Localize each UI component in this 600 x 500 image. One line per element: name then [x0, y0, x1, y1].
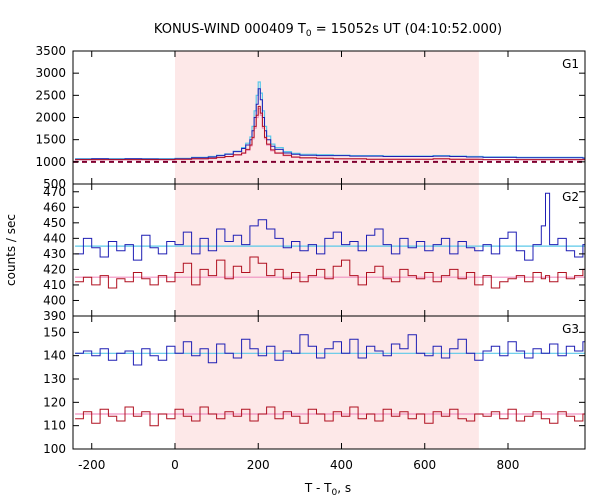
- y-tick-label: 130: [43, 372, 66, 386]
- shaded-interval-layer: [174, 51, 479, 449]
- shaded-interval: [174, 51, 479, 449]
- panel-label: G1: [562, 57, 579, 71]
- panel-g3-plot-area: [75, 334, 585, 427]
- x-tick-label: 0: [171, 458, 179, 472]
- panel-frame: [72, 315, 586, 450]
- y-tick-label: 450: [43, 216, 66, 230]
- data-series-2: [75, 406, 585, 427]
- data-series-1: [75, 192, 585, 261]
- y-tick-label: 400: [43, 293, 66, 307]
- y-tick-label: 2500: [35, 88, 66, 102]
- x-tick-label: 400: [330, 458, 353, 472]
- x-tick-label: 600: [413, 458, 436, 472]
- y-tick-label: 460: [43, 200, 66, 214]
- y-tick-label: 2000: [35, 111, 66, 125]
- y-tick-label: 410: [43, 278, 66, 292]
- y-tick-label: 100: [43, 442, 66, 456]
- y-tick-label: 1000: [35, 155, 66, 169]
- y-tick-label: 1500: [35, 133, 66, 147]
- data-series-2: [75, 256, 585, 289]
- y-tick-label: 140: [43, 349, 66, 363]
- x-tick-label: 200: [247, 458, 270, 472]
- panel-g1-plot-area: [73, 81, 585, 163]
- y-tick-label: 150: [43, 325, 66, 339]
- y-tick-label: 390: [43, 309, 66, 323]
- y-tick-label: 500: [43, 177, 66, 191]
- chart-title: KONUS-WIND 000409 T0 = 15052s UT (04:10:…: [154, 22, 502, 39]
- y-tick-label: 440: [43, 231, 66, 245]
- series-layer: [73, 81, 585, 427]
- panel-label: G3: [562, 322, 579, 336]
- data-series-2: [75, 105, 585, 161]
- y-tick-label: 3000: [35, 66, 66, 80]
- x-axis-label: T - T0, s: [304, 481, 351, 498]
- y-tick-label: 430: [43, 247, 66, 261]
- y-tick-label: 420: [43, 262, 66, 276]
- y-tick-label: 3500: [35, 44, 66, 58]
- text-layer: KONUS-WIND 000409 T0 = 15052s UT (04:10:…: [4, 22, 579, 498]
- y-tick-label: 470: [43, 185, 66, 199]
- panel-label: G2: [562, 190, 579, 204]
- y-tick-label: 120: [43, 395, 66, 409]
- x-tick-label: 800: [497, 458, 520, 472]
- x-tick-label: -200: [78, 458, 105, 472]
- data-series-1: [75, 334, 585, 366]
- panel-g2-plot-area: [75, 192, 585, 289]
- y-tick-label: 110: [43, 419, 66, 433]
- axes-frame-layer: [72, 50, 586, 450]
- y-axis-label: counts / sec: [4, 214, 18, 286]
